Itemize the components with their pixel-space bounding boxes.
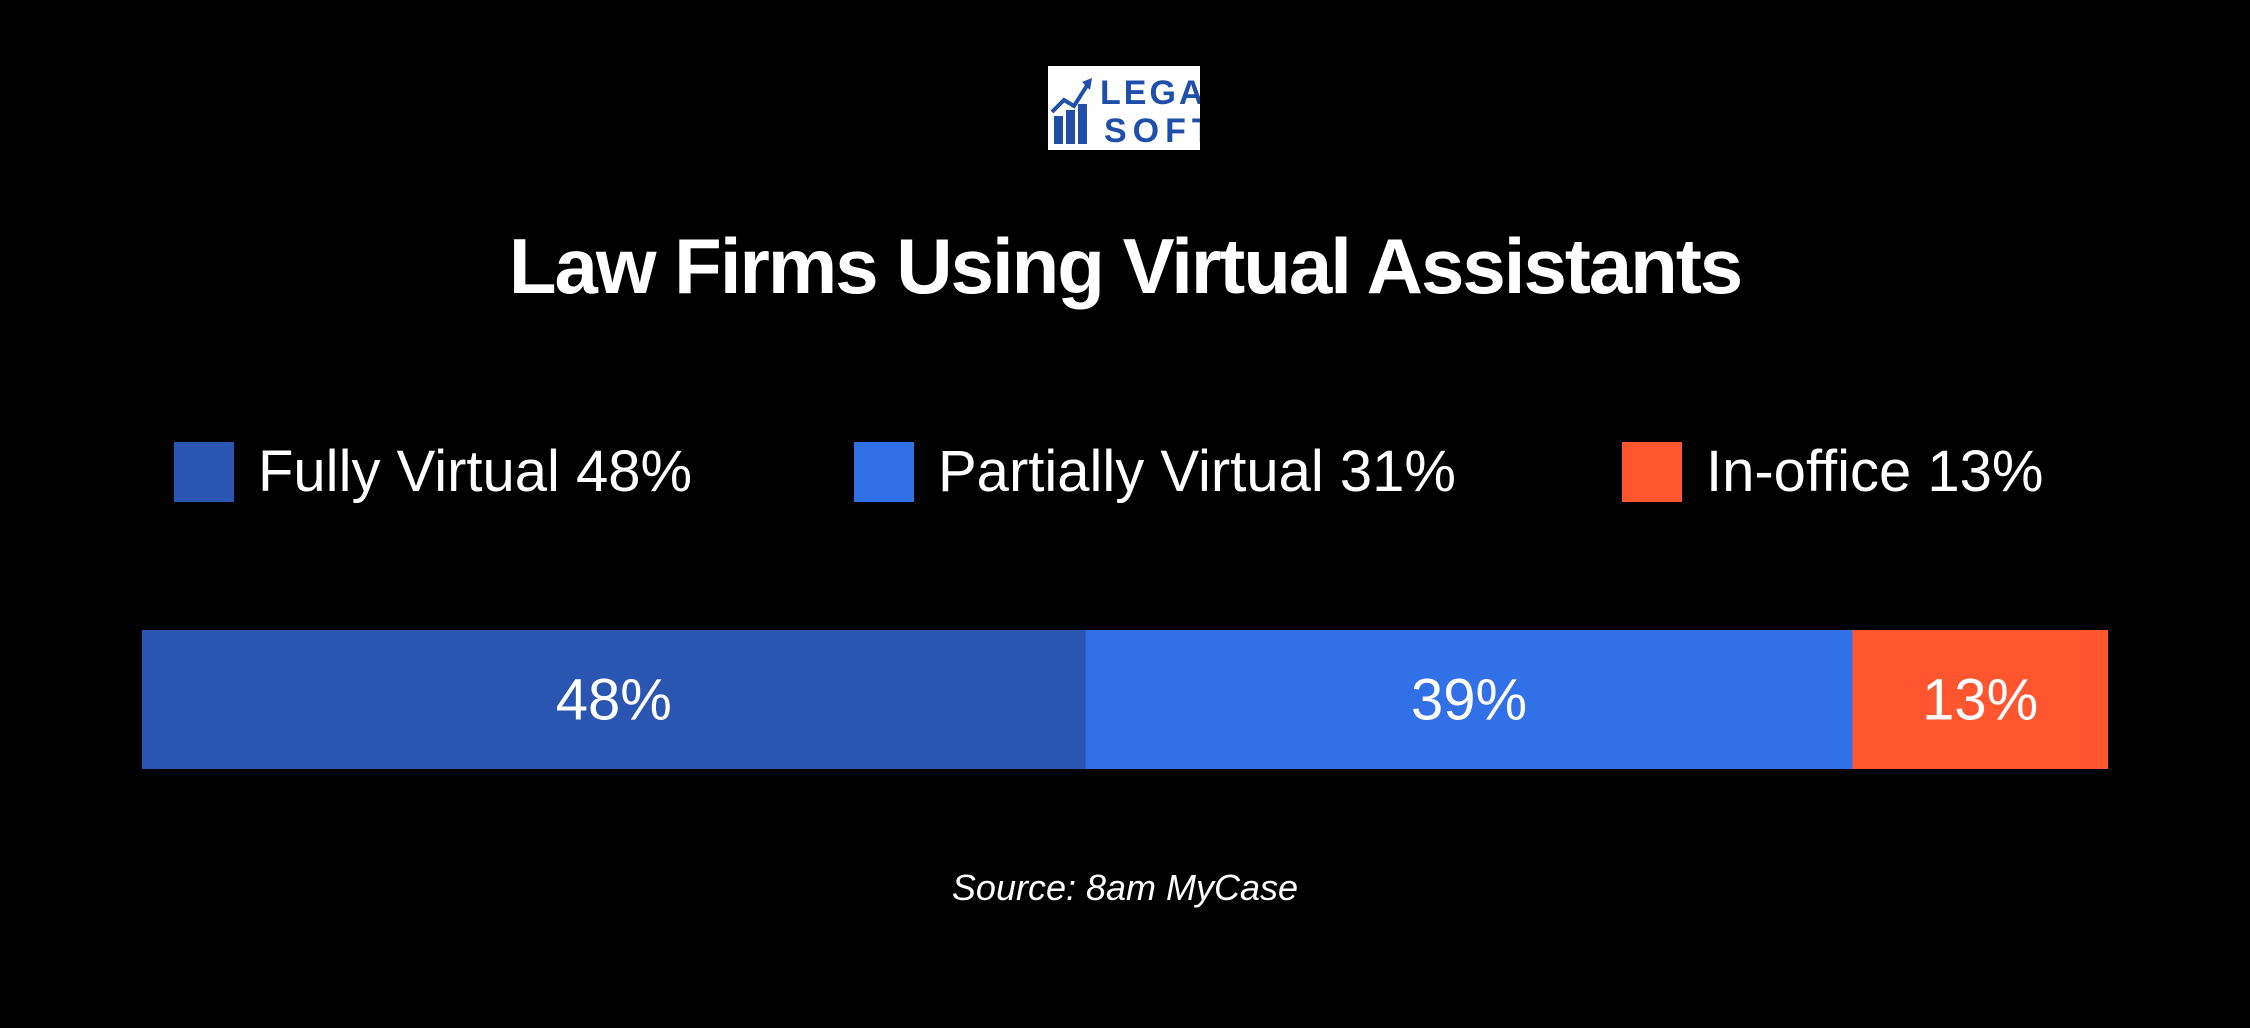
legend-swatch-in-office xyxy=(1622,442,1682,502)
logo-column-3 xyxy=(1078,104,1087,144)
legend-label-in-office: In-office 13% xyxy=(1706,439,2044,504)
logo-column-1 xyxy=(1054,116,1063,144)
legend-item-in-office: In-office 13% xyxy=(1622,436,2043,508)
logo-text-soft: SOFT xyxy=(1104,112,1200,150)
bar-segment-fully-virtual xyxy=(142,630,1087,769)
logo-text-legal: LEGAL xyxy=(1100,74,1200,112)
legend-item-partially-virtual: Partially Virtual 31% xyxy=(854,436,1456,508)
bar-label-partially-virtual: 39% xyxy=(1411,668,1527,733)
stacked-bar: 48% 39% 13% xyxy=(142,630,2108,769)
legend-swatch-partially-virtual xyxy=(854,442,914,502)
legalsoft-logo: LEGAL SOFT xyxy=(1048,66,1200,150)
chart-title: Law Firms Using Virtual Assistants xyxy=(508,222,1743,310)
legend-label-partially-virtual: Partially Virtual 31% xyxy=(938,439,1456,504)
bar-segment-partially-virtual xyxy=(1085,630,1853,769)
logo-arrow-head xyxy=(1082,78,1092,90)
bar-label-in-office: 13% xyxy=(1922,668,2038,733)
logo-column-2 xyxy=(1066,110,1075,144)
legend-item-fully-virtual: Fully Virtual 48% xyxy=(174,436,692,508)
legend-label-fully-virtual: Fully Virtual 48% xyxy=(258,439,693,504)
logo-trend-line xyxy=(1050,82,1090,114)
logo-graphic: LEGAL SOFT xyxy=(1050,74,1200,150)
bar-label-fully-virtual: 48% xyxy=(556,668,672,733)
source-note: Source: 8am MyCase xyxy=(951,867,1299,908)
stacked-bar-svg: 48% 39% 13% xyxy=(142,630,2108,769)
legend-swatch-fully-virtual xyxy=(174,442,234,502)
bar-segment-in-office xyxy=(1852,630,2108,769)
